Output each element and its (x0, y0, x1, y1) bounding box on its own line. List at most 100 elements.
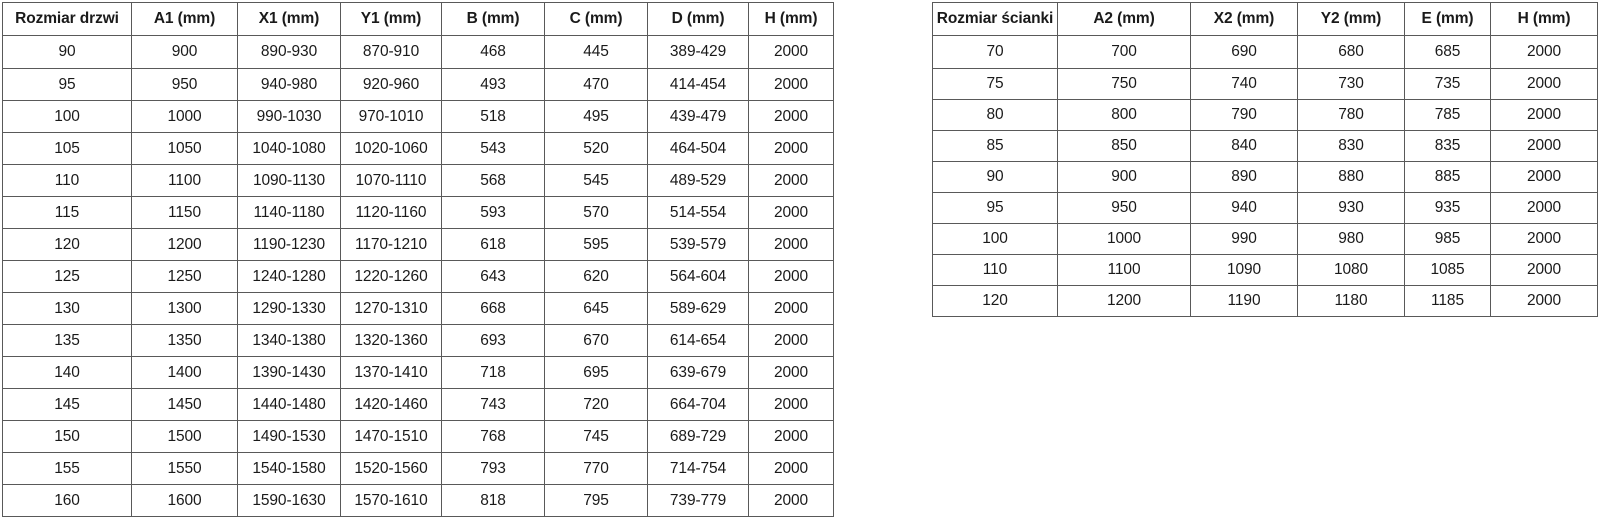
cell-e: 985 (1404, 223, 1491, 255)
cell-y1: 1370-1410 (340, 356, 442, 389)
cell-b: 568 (441, 164, 545, 197)
cell-y1: 1020-1060 (340, 132, 442, 165)
cell-y2: 980 (1297, 223, 1405, 255)
cell-a1: 1400 (131, 356, 238, 389)
cell-rozmiar-scianki: 95 (932, 192, 1058, 224)
cell-rozmiar-drzwi: 90 (2, 35, 132, 69)
cell-b: 543 (441, 132, 545, 165)
cell-h: 2000 (748, 452, 834, 485)
cell-e: 835 (1404, 130, 1491, 162)
cell-d: 389-429 (647, 35, 749, 69)
cell-a2: 800 (1057, 99, 1191, 131)
cell-h: 2000 (1490, 161, 1598, 193)
cell-rozmiar-scianki: 70 (932, 35, 1058, 69)
cell-a2: 700 (1057, 35, 1191, 69)
column-header-x2: X2 (mm) (1190, 2, 1298, 36)
cell-a1: 1550 (131, 452, 238, 485)
table-row: 160 1600 1590-1630 1570-1610 818 795 739… (2, 484, 834, 517)
cell-rozmiar-drzwi: 120 (2, 228, 132, 261)
cell-y2: 780 (1297, 99, 1405, 131)
cell-h: 2000 (1490, 99, 1598, 131)
cell-rozmiar-drzwi: 125 (2, 260, 132, 293)
cell-d: 639-679 (647, 356, 749, 389)
cell-c: 495 (544, 100, 648, 133)
cell-c: 595 (544, 228, 648, 261)
cell-x2: 690 (1190, 35, 1298, 69)
cell-c: 645 (544, 292, 648, 325)
cell-x1: 1240-1280 (237, 260, 341, 293)
cell-b: 493 (441, 68, 545, 101)
cell-rozmiar-scianki: 100 (932, 223, 1058, 255)
cell-h: 2000 (748, 388, 834, 421)
cell-x1: 1590-1630 (237, 484, 341, 517)
cell-b: 468 (441, 35, 545, 69)
cell-b: 793 (441, 452, 545, 485)
cell-a1: 950 (131, 68, 238, 101)
column-header-a1: A1 (mm) (131, 2, 238, 36)
column-header-rozmiar-scianki: Rozmiar ścianki (932, 2, 1058, 36)
cell-x1: 1090-1130 (237, 164, 341, 197)
cell-y2: 880 (1297, 161, 1405, 193)
cell-d: 664-704 (647, 388, 749, 421)
cell-d: 439-479 (647, 100, 749, 133)
cell-a1: 1500 (131, 420, 238, 453)
cell-x1: 1290-1330 (237, 292, 341, 325)
cell-rozmiar-scianki: 120 (932, 285, 1058, 317)
cell-y1: 1320-1360 (340, 324, 442, 357)
cell-b: 818 (441, 484, 545, 517)
table-row: 100 1000 990-1030 970-1010 518 495 439-4… (2, 100, 834, 133)
cell-rozmiar-drzwi: 155 (2, 452, 132, 485)
cell-y2: 930 (1297, 192, 1405, 224)
cell-a2: 900 (1057, 161, 1191, 193)
cell-d: 414-454 (647, 68, 749, 101)
cell-d: 564-604 (647, 260, 749, 293)
cell-rozmiar-scianki: 85 (932, 130, 1058, 162)
cell-e: 685 (1404, 35, 1491, 69)
table-row: 95 950 940-980 920-960 493 470 414-454 2… (2, 68, 834, 101)
cell-y1: 1270-1310 (340, 292, 442, 325)
cell-a1: 1600 (131, 484, 238, 517)
cell-b: 618 (441, 228, 545, 261)
cell-x2: 1090 (1190, 254, 1298, 286)
cell-rozmiar-drzwi: 95 (2, 68, 132, 101)
cell-c: 570 (544, 196, 648, 229)
cell-y1: 1570-1610 (340, 484, 442, 517)
cell-h: 2000 (1490, 254, 1598, 286)
table-row: 70 700 690 680 685 2000 (932, 35, 1598, 69)
cell-rozmiar-drzwi: 115 (2, 196, 132, 229)
cell-c: 620 (544, 260, 648, 293)
cell-a2: 750 (1057, 68, 1191, 100)
cell-c: 770 (544, 452, 648, 485)
cell-d: 464-504 (647, 132, 749, 165)
cell-rozmiar-drzwi: 105 (2, 132, 132, 165)
table-row: 150 1500 1490-1530 1470-1510 768 745 689… (2, 420, 834, 453)
table-row: 130 1300 1290-1330 1270-1310 668 645 589… (2, 292, 834, 325)
cell-y2: 830 (1297, 130, 1405, 162)
cell-b: 643 (441, 260, 545, 293)
cell-y2: 680 (1297, 35, 1405, 69)
cell-x1: 1390-1430 (237, 356, 341, 389)
cell-y1: 870-910 (340, 35, 442, 69)
wall-table-header: Rozmiar ścianki A2 (mm) X2 (mm) Y2 (mm) … (932, 2, 1598, 36)
wall-table-body: 70 700 690 680 685 2000 75 750 740 730 7… (932, 35, 1598, 317)
cell-a2: 1200 (1057, 285, 1191, 317)
column-header-y1: Y1 (mm) (340, 2, 442, 36)
wall-dimensions-table: Rozmiar ścianki A2 (mm) X2 (mm) Y2 (mm) … (932, 2, 1598, 317)
cell-b: 693 (441, 324, 545, 357)
cell-h: 2000 (748, 196, 834, 229)
cell-c: 720 (544, 388, 648, 421)
table-row: 145 1450 1440-1480 1420-1460 743 720 664… (2, 388, 834, 421)
cell-a1: 1450 (131, 388, 238, 421)
cell-x1: 1340-1380 (237, 324, 341, 357)
cell-x1: 890-930 (237, 35, 341, 69)
cell-c: 470 (544, 68, 648, 101)
cell-y2: 730 (1297, 68, 1405, 100)
cell-rozmiar-scianki: 75 (932, 68, 1058, 100)
cell-y1: 1470-1510 (340, 420, 442, 453)
column-header-rozmiar-drzwi: Rozmiar drzwi (2, 2, 132, 36)
column-header-b: B (mm) (441, 2, 545, 36)
cell-a2: 1100 (1057, 254, 1191, 286)
table-row: 155 1550 1540-1580 1520-1560 793 770 714… (2, 452, 834, 485)
cell-d: 489-529 (647, 164, 749, 197)
cell-b: 668 (441, 292, 545, 325)
